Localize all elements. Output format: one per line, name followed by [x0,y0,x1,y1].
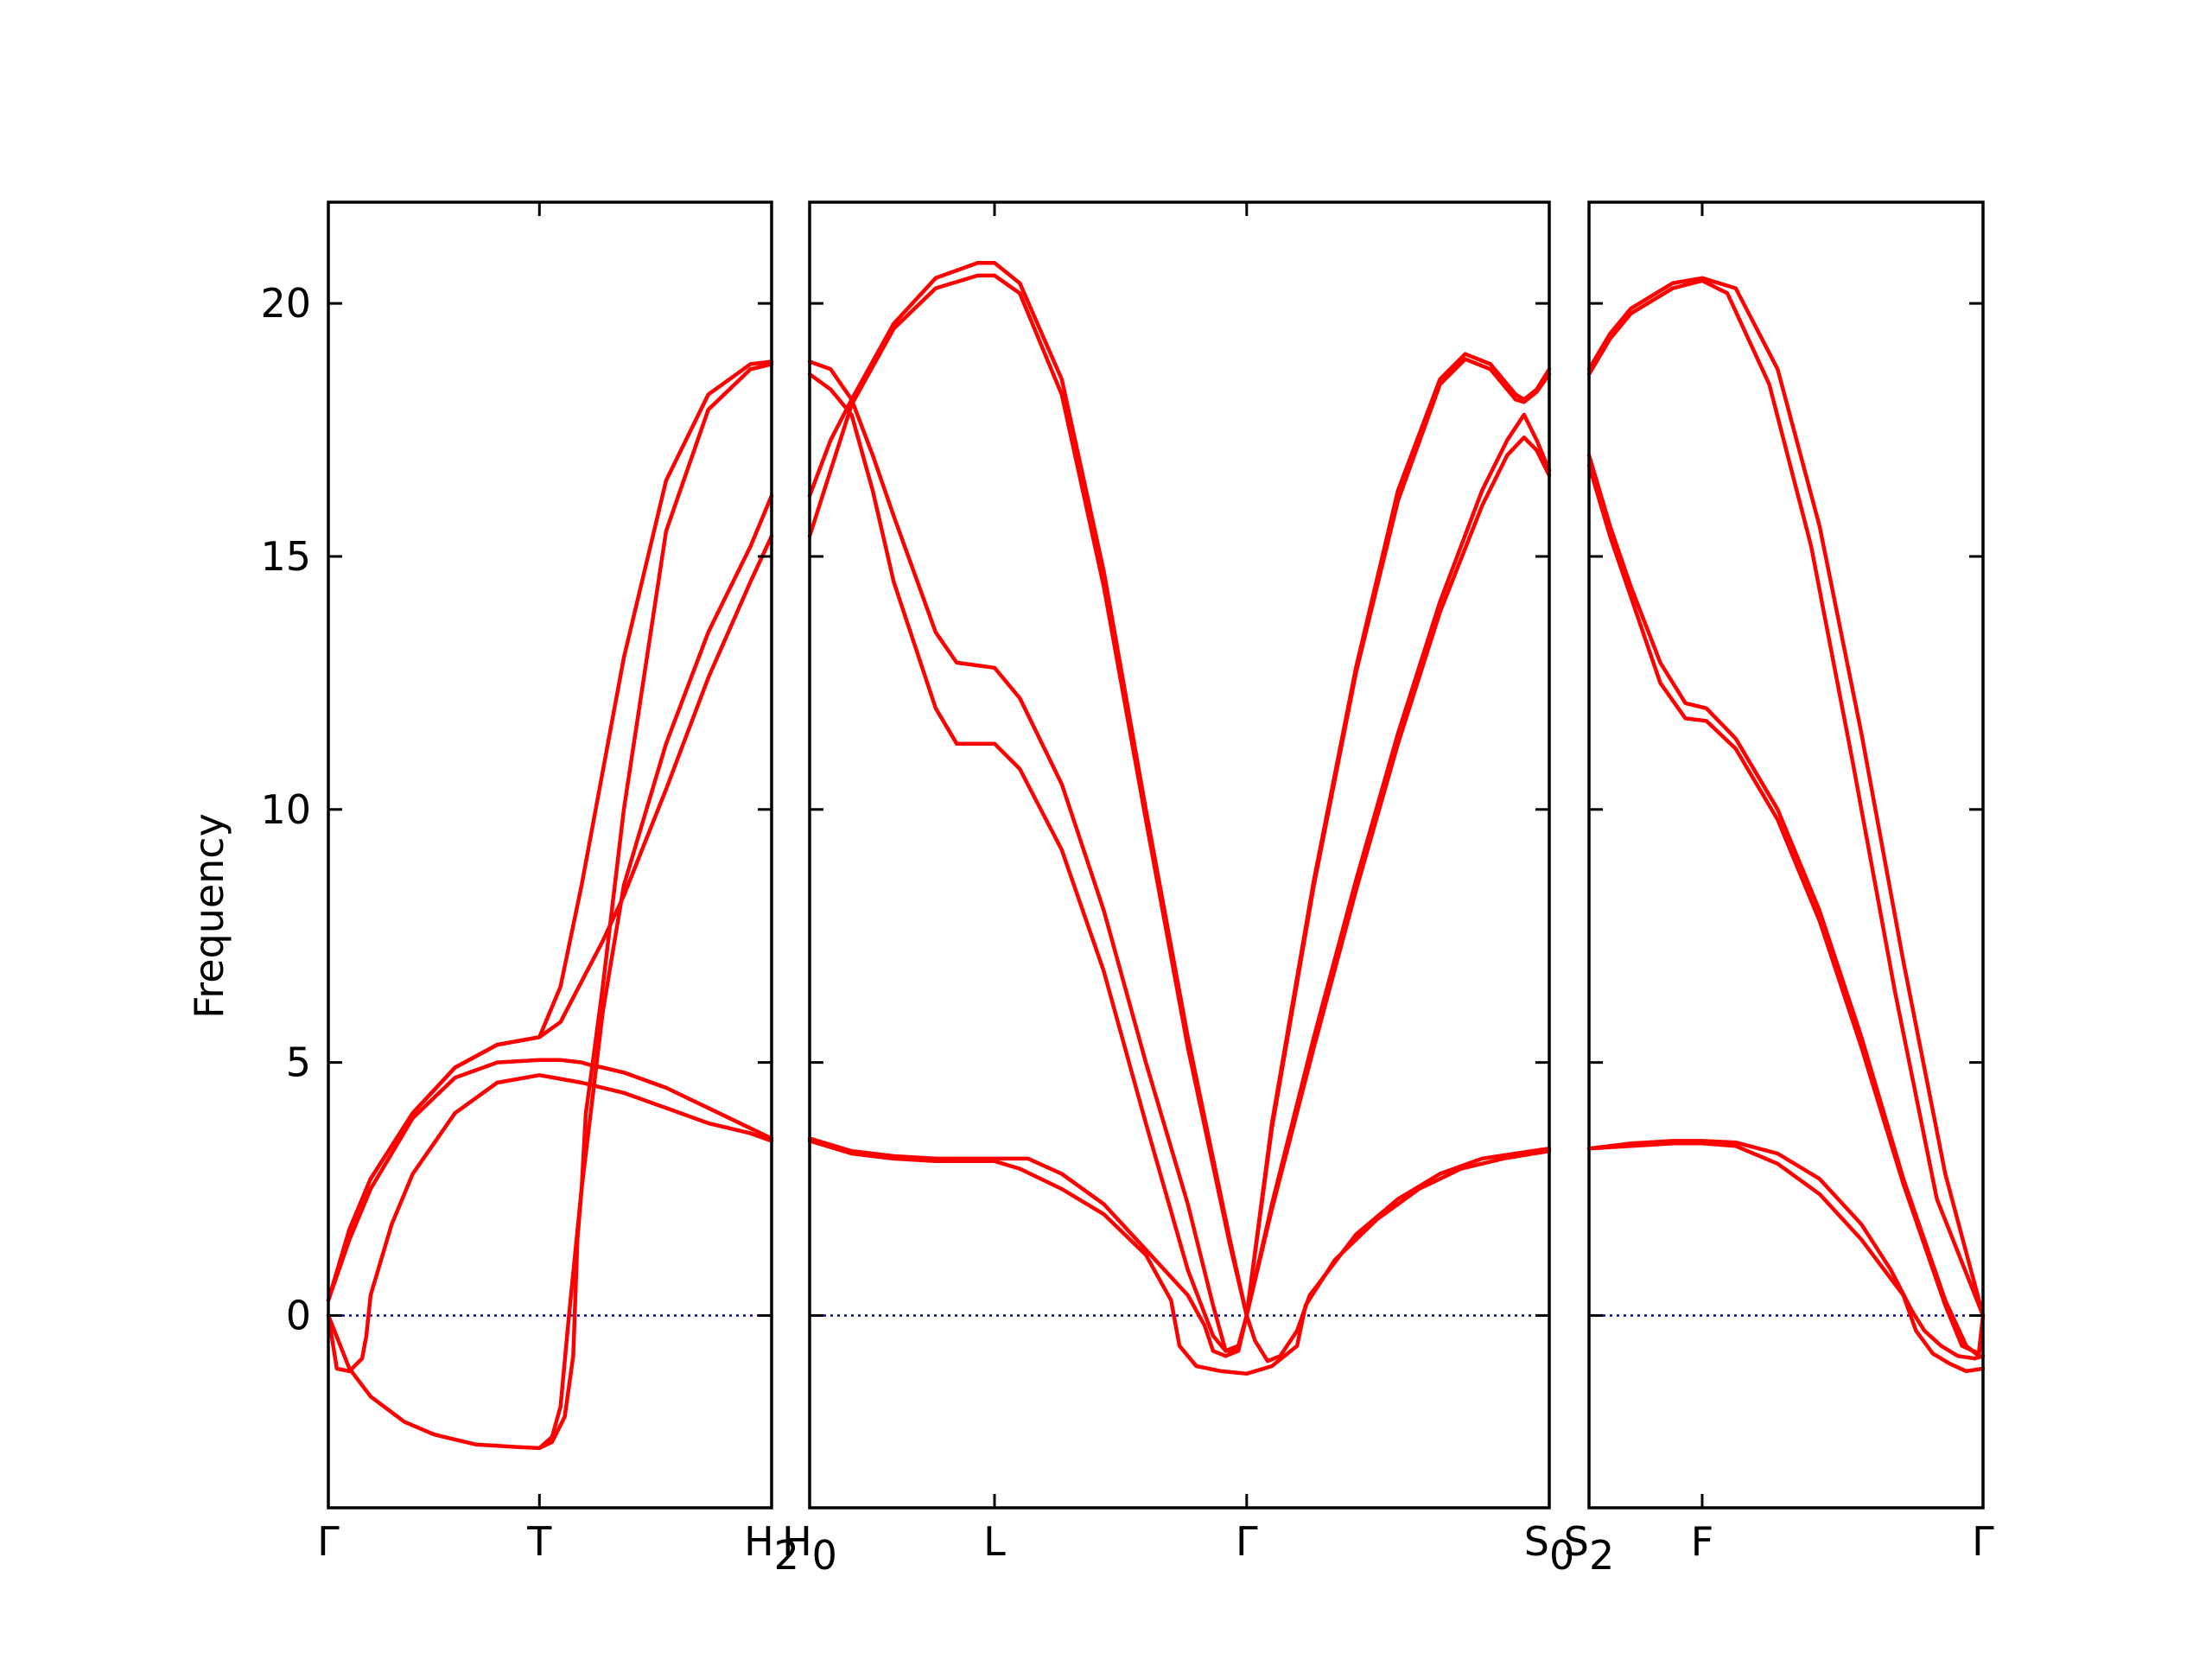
x-tick-label: H0 [782,1518,837,1579]
band-line-3-2 [1586,278,1986,1318]
y-tick-label: 10 [260,786,311,833]
band-line-2-4 [807,372,1249,1353]
band-line-2-1 [807,1139,1552,1376]
band-line-2-9 [1244,412,1552,1318]
y-tick-label: 0 [286,1292,311,1338]
panel-1: 0 5 10 15 20 Γ T H2 [260,200,799,1579]
x-tick-label: L [983,1518,1006,1565]
panel-frame [1587,200,1985,1510]
panel-frame [808,200,1551,1510]
panel-frame [327,200,773,1510]
band-line-2-10 [1244,435,1552,1318]
band-line-1-5 [326,534,774,1303]
band-line-2-2 [807,1136,1552,1363]
x-tick-label: Γ [317,1518,340,1565]
band-line-3-6 [1586,1139,1986,1361]
x-tick-label: S0 [1524,1518,1574,1579]
band-line-2-6 [807,273,1249,1318]
x-tick-label: T [526,1518,552,1565]
x-tick-label: Γ [1236,1518,1258,1565]
band-line-3-3 [1586,453,1986,1358]
y-tick-label: 5 [286,1039,311,1086]
band-line-3-4 [1586,463,1986,1356]
band-line-1-4 [326,359,774,1303]
band-line-1-3 [326,1058,774,1303]
y-axis-label: Frequency [186,813,232,1019]
y-tick-label: 20 [260,280,311,327]
x-tick-label: Γ [1972,1518,1994,1565]
band-line-2-8 [1244,357,1552,1318]
band-line-2-3 [807,359,1249,1353]
band-line-1-1 [326,493,774,1451]
panel-2: H0 L Γ S0 [782,200,1574,1579]
y-tick-label: 15 [260,533,311,580]
band-line-3-1 [1586,276,1986,1318]
x-tick-label: S2 [1564,1518,1614,1579]
band-line-1-6 [537,362,774,1451]
band-line-1-2 [326,1073,774,1374]
panel-3: S2 F Γ [1564,200,1994,1579]
x-tick-label: F [1691,1518,1713,1565]
band-line-3-5 [1586,1141,1986,1374]
x-tick-label: H2 [744,1518,799,1579]
